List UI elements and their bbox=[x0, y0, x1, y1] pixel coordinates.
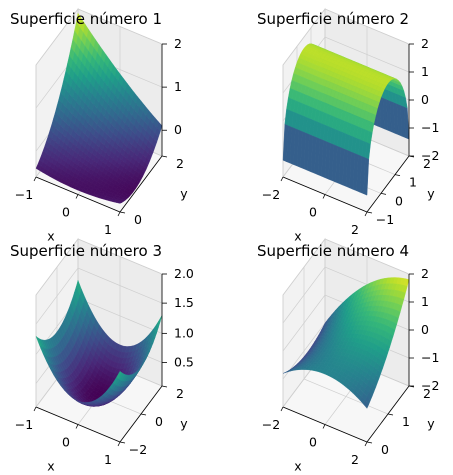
z-tick-label: −2 bbox=[421, 378, 439, 393]
y-axis-label: y bbox=[427, 416, 435, 431]
subplot-title: Superficie número 3 bbox=[10, 242, 162, 260]
x-tick-label: 0 bbox=[309, 205, 317, 220]
x-tick-mark bbox=[322, 194, 326, 199]
z-tick-label: 0.5 bbox=[174, 354, 194, 369]
x-axis-label: x bbox=[47, 229, 54, 244]
y-tick-label: −2 bbox=[129, 442, 147, 457]
y-tick-label: 2 bbox=[176, 156, 184, 171]
z-tick-label: 1 bbox=[421, 64, 429, 79]
z-tick-label: 0 bbox=[421, 322, 429, 337]
surface bbox=[282, 43, 410, 196]
surface-cell bbox=[363, 157, 370, 196]
z-tick-label: 2 bbox=[421, 266, 429, 281]
x-tick-label: 0 bbox=[62, 205, 70, 220]
x-tick-mark bbox=[33, 406, 37, 412]
x-axis-label: x bbox=[294, 229, 301, 244]
x-tick-label: 1 bbox=[104, 452, 112, 467]
x-tick-label: −1 bbox=[15, 187, 33, 202]
z-tick-label: −2 bbox=[421, 148, 439, 163]
gridline bbox=[35, 8, 163, 66]
x-tick-mark bbox=[117, 211, 121, 217]
z-tick-label: 1.5 bbox=[174, 295, 194, 310]
y-tick-mark bbox=[161, 385, 168, 388]
y-tick-mark bbox=[119, 441, 126, 444]
y-tick-label: 1 bbox=[409, 175, 417, 190]
x-tick-mark bbox=[280, 406, 284, 412]
surface-cell bbox=[116, 371, 123, 380]
y-tick-label: 2 bbox=[423, 156, 431, 171]
x-tick-label: 2 bbox=[351, 222, 359, 237]
y-tick-mark bbox=[387, 413, 394, 416]
y-tick-label: 0 bbox=[134, 212, 142, 227]
x-tick-mark bbox=[75, 424, 79, 429]
z-tick-label: 2 bbox=[174, 36, 182, 51]
z-tick-label: 1 bbox=[174, 79, 182, 94]
y-tick-label: 0 bbox=[395, 193, 403, 208]
z-tick-label: −1 bbox=[421, 350, 439, 365]
surface-cell bbox=[115, 201, 123, 204]
y-tick-label: 1 bbox=[402, 414, 410, 429]
y-tick-label: −1 bbox=[376, 212, 394, 227]
z-tick-label: 2 bbox=[421, 36, 429, 51]
gridline bbox=[282, 8, 410, 66]
x-tick-mark bbox=[117, 441, 121, 447]
y-tick-mark bbox=[119, 211, 126, 214]
y-tick-mark bbox=[380, 192, 387, 195]
y-axis-line bbox=[366, 155, 410, 213]
y-tick-mark bbox=[140, 413, 147, 416]
y-tick-mark bbox=[161, 155, 168, 158]
z-tick-label: 2.0 bbox=[174, 266, 194, 281]
z-tick-label: 0 bbox=[174, 122, 182, 137]
x-tick-mark bbox=[33, 176, 37, 182]
gridline bbox=[282, 238, 410, 296]
z-tick-label: 1 bbox=[421, 294, 429, 309]
x-tick-label: 1 bbox=[104, 222, 112, 237]
x-tick-mark bbox=[75, 194, 79, 199]
z-tick-label: 1.0 bbox=[174, 325, 194, 340]
subplot-title: Superficie número 1 bbox=[10, 10, 162, 28]
surface bbox=[35, 12, 163, 204]
z-tick-label: 0 bbox=[421, 92, 429, 107]
y-tick-mark bbox=[394, 174, 401, 177]
x-tick-mark bbox=[280, 176, 284, 182]
x-tick-label: 2 bbox=[351, 452, 359, 467]
x-tick-label: −1 bbox=[15, 417, 33, 432]
y-tick-label: 2 bbox=[176, 386, 184, 401]
x-tick-mark bbox=[364, 441, 368, 447]
gridline bbox=[35, 238, 163, 296]
x-tick-mark bbox=[364, 211, 368, 217]
x-axis-label: x bbox=[294, 459, 301, 474]
y-axis-label: y bbox=[180, 186, 188, 201]
x-tick-label: 0 bbox=[62, 435, 70, 450]
x-axis-label: x bbox=[47, 459, 54, 474]
x-tick-label: −2 bbox=[262, 187, 280, 202]
y-axis-label: y bbox=[427, 186, 435, 201]
y-axis-line bbox=[119, 155, 163, 213]
surface bbox=[35, 279, 163, 407]
y-tick-label: 0 bbox=[381, 442, 389, 457]
x-tick-mark bbox=[322, 424, 326, 429]
z-tick-label: −1 bbox=[421, 120, 439, 135]
gridline bbox=[35, 267, 163, 325]
x-tick-label: −2 bbox=[262, 417, 280, 432]
y-axis-label: y bbox=[180, 416, 188, 431]
y-tick-mark bbox=[366, 441, 373, 444]
y-tick-mark bbox=[366, 211, 373, 214]
y-tick-label: 0 bbox=[155, 414, 163, 429]
subplot-title: Superficie número 4 bbox=[257, 242, 409, 260]
x-tick-label: 0 bbox=[309, 435, 317, 450]
surface bbox=[282, 277, 410, 409]
subplot-title: Superficie número 2 bbox=[257, 10, 409, 28]
